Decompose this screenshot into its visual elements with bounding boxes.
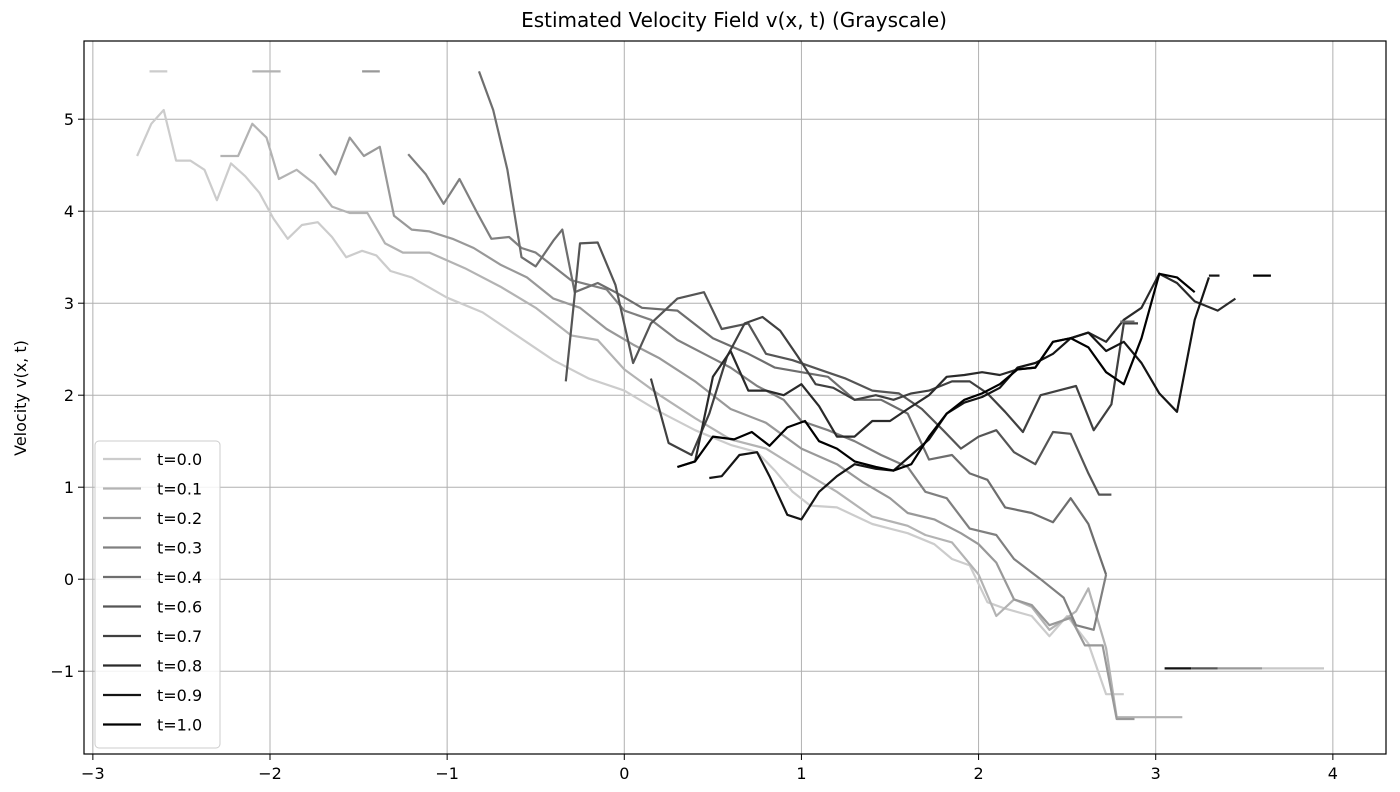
y-axis-label: Velocity v(x, t) <box>11 340 30 456</box>
x-tick-label: 0 <box>619 764 629 783</box>
y-tick-label: 4 <box>64 202 74 221</box>
y-tick-label: 2 <box>64 386 74 405</box>
series-line-t-1-0 <box>677 272 1196 472</box>
y-tick-label: 0 <box>64 570 74 589</box>
y-tick-label: 1 <box>64 478 74 497</box>
legend-label: t=0.1 <box>157 480 202 499</box>
series-line-t-0-6 <box>564 241 1112 496</box>
legend-label: t=0.8 <box>157 657 202 676</box>
legend-label: t=0.6 <box>157 598 202 617</box>
series-line-t-0-8 <box>677 272 1237 469</box>
x-tick-label: 1 <box>796 764 806 783</box>
plot-frame <box>83 40 1387 755</box>
legend-label: t=0.9 <box>157 686 202 705</box>
legend-label: t=0.4 <box>157 568 202 587</box>
y-tick-label: −1 <box>50 662 74 681</box>
legend-label: t=1.0 <box>157 716 202 735</box>
legend-label: t=0.0 <box>157 450 202 469</box>
series-line-t-0-3 <box>407 153 1108 631</box>
x-tick-label: 3 <box>1151 764 1161 783</box>
legend-label: t=0.2 <box>157 509 202 528</box>
y-tick-label: 3 <box>64 294 74 313</box>
plot-lines <box>136 70 1324 721</box>
series-line-t-0-7 <box>649 315 1138 457</box>
x-tick-label: 4 <box>1328 764 1338 783</box>
axis-ticks: −3 −2 −1 0 1 2 3 4 −1 0 1 2 3 4 5 <box>50 110 1338 783</box>
x-tick-label: 2 <box>973 764 983 783</box>
y-tick-label: 5 <box>64 110 74 129</box>
series-line-t-0-4 <box>477 71 1108 575</box>
legend-label: t=0.3 <box>157 539 202 558</box>
series-line-t-0-9 <box>709 277 1210 521</box>
series-line-t-0-2 <box>318 136 1135 721</box>
grid-lines <box>84 41 1386 754</box>
chart-title: Estimated Velocity Field v(x, t) (Graysc… <box>521 8 947 32</box>
x-tick-label: −3 <box>81 764 105 783</box>
x-tick-label: −1 <box>435 764 459 783</box>
series-line-t-0-0 <box>136 108 1124 696</box>
series-line-t-0-1 <box>220 122 1183 719</box>
x-tick-label: −2 <box>258 764 282 783</box>
legend-label: t=0.7 <box>157 627 202 646</box>
legend: t=0.0 t=0.1 t=0.2 t=0.3 t=0.4 t=0.6 t=0.7 t=0.8… <box>94 440 221 749</box>
